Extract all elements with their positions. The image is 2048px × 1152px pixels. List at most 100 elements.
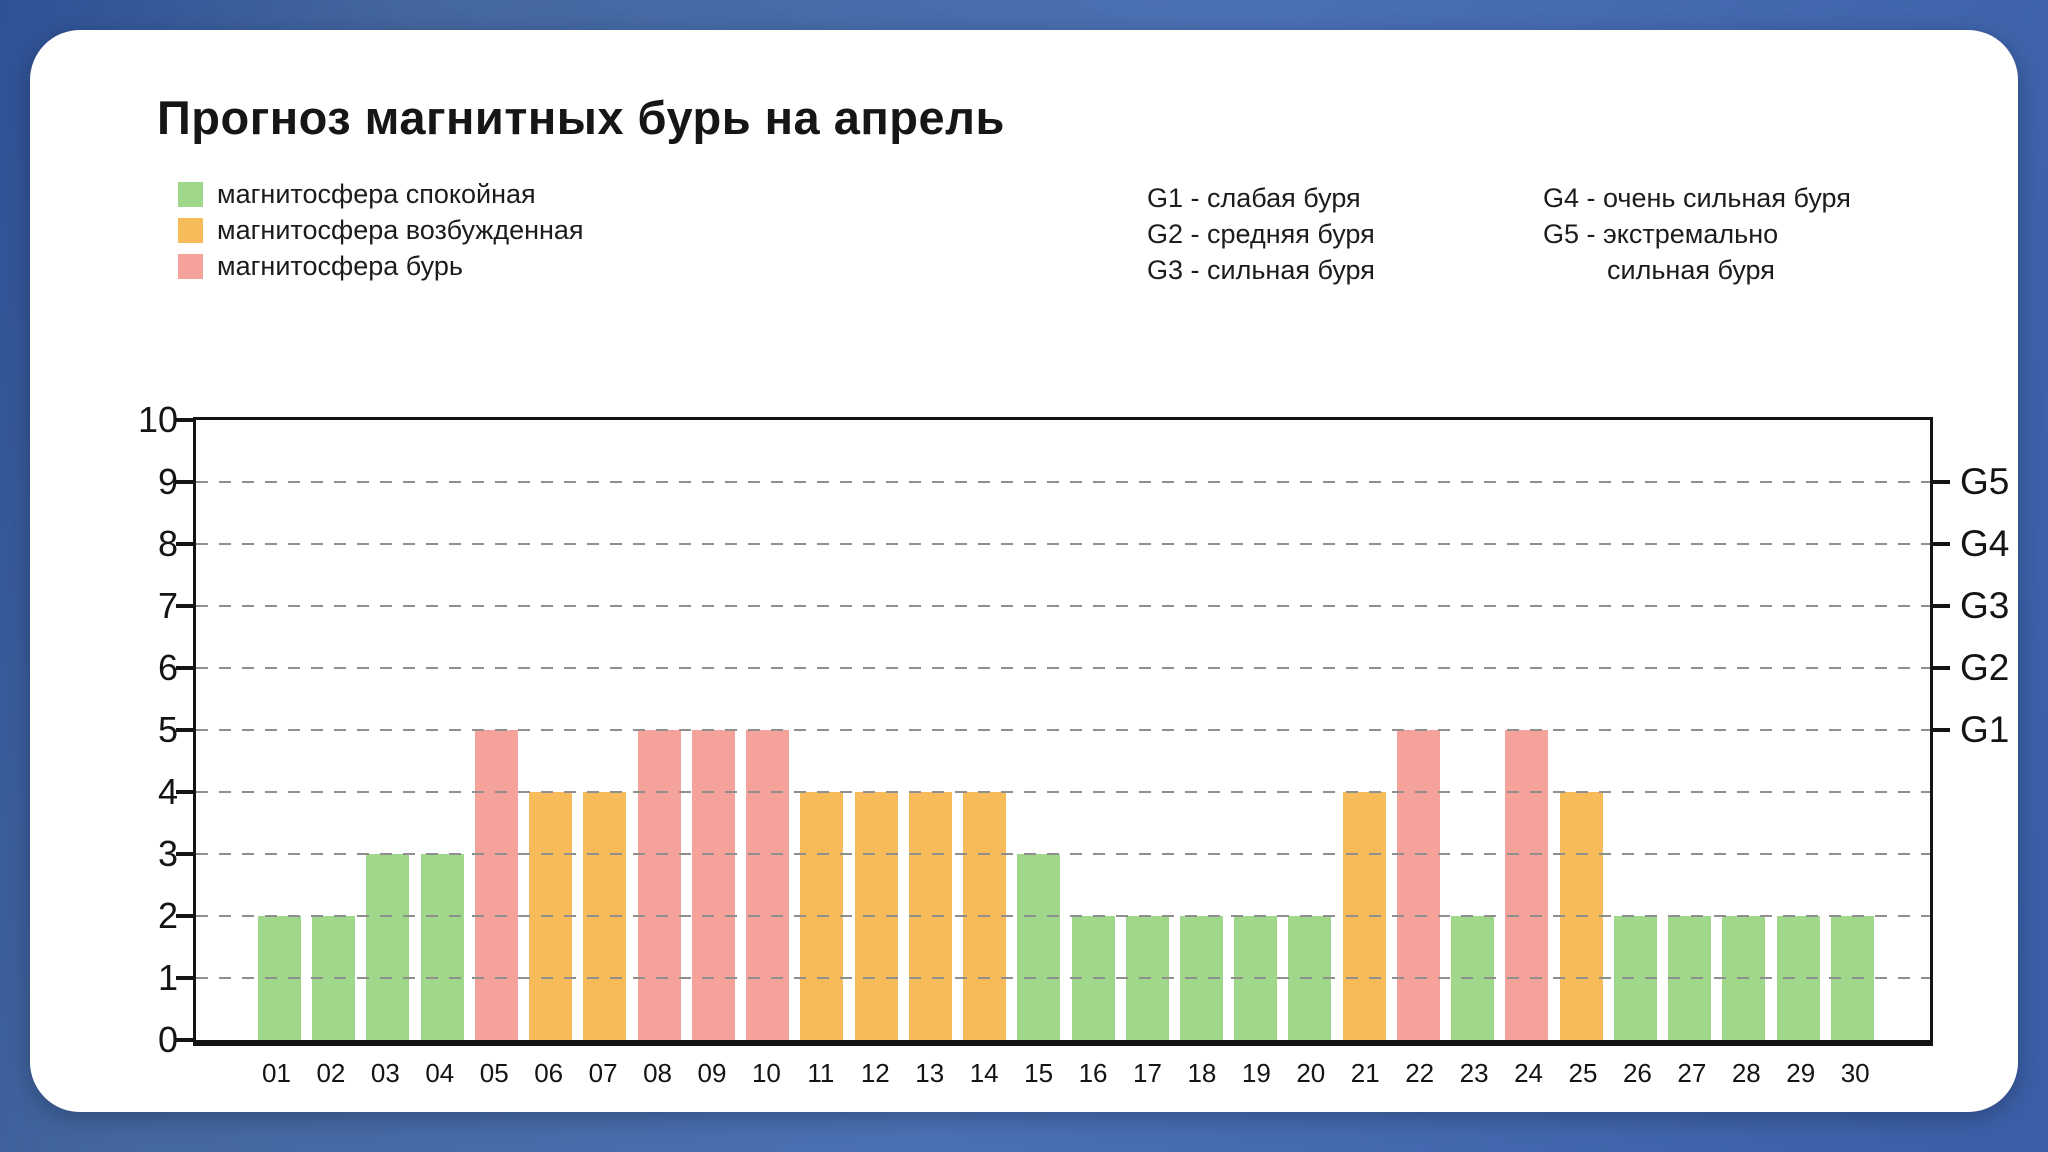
x-axis-label-12: 12 [860, 1058, 890, 1088]
right-axis-label-G4: G4 [1960, 523, 2010, 564]
right-axis-label-G2: G2 [1960, 647, 2010, 688]
bar-day-08 [637, 730, 681, 1040]
bar-day-04 [420, 854, 464, 1040]
y-axis-tick-9 [176, 480, 193, 484]
x-axis-label-14: 14 [969, 1058, 999, 1088]
x-axis-label-13: 13 [915, 1058, 945, 1088]
calm-color-swatch-icon [178, 181, 203, 207]
right-axis-tick-G1 [1933, 728, 1950, 732]
x-axis-label-16: 16 [1078, 1058, 1108, 1088]
legend-item-label: магнитосфера бурь [217, 250, 463, 281]
x-axis-label-05: 05 [479, 1058, 509, 1088]
x-axis-label-19: 19 [1241, 1058, 1271, 1088]
x-axis-label-03: 03 [370, 1058, 400, 1088]
y-axis-tick-2 [176, 914, 193, 918]
storm-color-swatch-icon [178, 253, 203, 279]
gridline-4 [196, 791, 1930, 793]
storm-scale-g5-line1: G5 - экстремально [1543, 219, 1779, 249]
series-legend: магнитосфера спокойная магнитосфера возб… [178, 176, 584, 284]
x-axis-label-26: 26 [1622, 1058, 1652, 1088]
y-axis-tick-4 [176, 790, 193, 794]
x-axis-label-21: 21 [1350, 1058, 1380, 1088]
storm-scale-g3: G3 - сильная буря [1147, 255, 1375, 285]
right-axis-label-G5: G5 [1960, 461, 2010, 502]
y-axis-tick-6 [176, 666, 193, 670]
x-axis-label-08: 08 [643, 1058, 673, 1088]
gridline-1 [196, 977, 1930, 979]
legend-item-label: магнитосфера возбужденная [217, 214, 584, 245]
chart-plot-area [176, 417, 1950, 1046]
x-axis-label-18: 18 [1187, 1058, 1217, 1088]
y-axis-label-7: 7 [157, 585, 178, 626]
x-axis-labels: 01 02 03 04 05 06 07 08 09 10 11 12 13 14 15 16 17 18 19 20… [193, 1058, 1933, 1089]
x-axis-label-24: 24 [1514, 1058, 1544, 1088]
x-axis-label-06: 06 [534, 1058, 564, 1088]
gridline-2 [196, 915, 1930, 917]
legend-item-storm: магнитосфера бурь [178, 248, 584, 284]
bar-day-10 [746, 730, 790, 1040]
storm-scale-g2: G2 - средняя буря [1147, 219, 1375, 249]
y-axis-label-9: 9 [157, 461, 178, 502]
bar-day-15 [1017, 854, 1061, 1040]
forecast-card: Прогноз магнитных бурь на апрель магнито… [30, 30, 2018, 1112]
gridline-9 [196, 481, 1930, 483]
x-axis-label-04: 04 [425, 1058, 455, 1088]
y-axis-tick-0 [176, 1038, 193, 1042]
y-axis-label-2: 2 [157, 895, 178, 936]
x-axis-label-01: 01 [262, 1058, 291, 1088]
gridline-3 [196, 853, 1930, 855]
y-axis-label-4: 4 [157, 771, 178, 812]
legend-item-excited: магнитосфера возбужденная [178, 212, 584, 248]
y-axis-label-1: 1 [157, 957, 178, 998]
right-axis-label-G3: G3 [1960, 585, 2010, 626]
x-axis-label-17: 17 [1133, 1058, 1162, 1088]
gridline-5 [196, 729, 1930, 731]
legend-item-label: магнитосфера спокойная [217, 178, 536, 209]
x-axis-label-22: 22 [1405, 1058, 1435, 1088]
right-axis-tick-G2 [1933, 666, 1950, 670]
x-axis-label-25: 25 [1568, 1058, 1598, 1088]
gridline-6 [196, 667, 1930, 669]
y-axis-label-6: 6 [157, 647, 178, 688]
bar-day-05 [474, 730, 518, 1040]
y-axis-tick-1 [176, 976, 193, 980]
excited-color-swatch-icon [178, 217, 203, 243]
x-axis-label-11: 11 [807, 1058, 835, 1088]
x-axis-label-02: 02 [316, 1058, 346, 1088]
y-axis-tick-3 [176, 852, 193, 856]
right-axis-tick-G4 [1933, 542, 1950, 546]
y-axis-label-0: 0 [157, 1019, 178, 1060]
right-axis-tick-G3 [1933, 604, 1950, 608]
y-axis-label-10: 10 [137, 399, 178, 440]
y-axis-tick-7 [176, 604, 193, 608]
right-axis-tick-G5 [1933, 480, 1950, 484]
bar-day-22 [1396, 730, 1440, 1040]
right-axis-label-G1: G1 [1960, 709, 2010, 750]
storm-scale-column-1: G1 - слабая буря G2 - средняя буря G3 - … [1147, 180, 1375, 288]
y-axis-tick-8 [176, 542, 193, 546]
y-axis-label-8: 8 [157, 523, 178, 564]
x-axis-label-27: 27 [1677, 1058, 1707, 1088]
y-axis-tick-10 [176, 418, 193, 422]
legend-item-calm: магнитосфера спокойная [178, 176, 584, 212]
bar-day-24 [1505, 730, 1549, 1040]
x-axis-label-23: 23 [1459, 1058, 1489, 1088]
x-axis-label-29: 29 [1786, 1058, 1816, 1088]
x-axis-label-15: 15 [1024, 1058, 1054, 1088]
y-axis-label-3: 3 [157, 833, 178, 874]
storm-scale-g4: G4 - очень сильная буря [1543, 183, 1851, 213]
gridline-8 [196, 543, 1930, 545]
y-axis-tick-5 [176, 728, 193, 732]
storm-scale-g1: G1 - слабая буря [1147, 183, 1361, 213]
gridline-7 [196, 605, 1930, 607]
bar-day-09 [691, 730, 735, 1040]
y-axis-label-5: 5 [157, 709, 178, 750]
page-title: Прогноз магнитных бурь на апрель [157, 91, 1005, 144]
x-axis-label-09: 09 [697, 1058, 727, 1088]
x-axis-label-28: 28 [1731, 1058, 1761, 1088]
bar-day-03 [366, 854, 410, 1040]
x-axis-label-20: 20 [1296, 1058, 1326, 1088]
x-axis-label-07: 07 [588, 1058, 618, 1088]
x-axis-label-30: 30 [1840, 1058, 1870, 1088]
